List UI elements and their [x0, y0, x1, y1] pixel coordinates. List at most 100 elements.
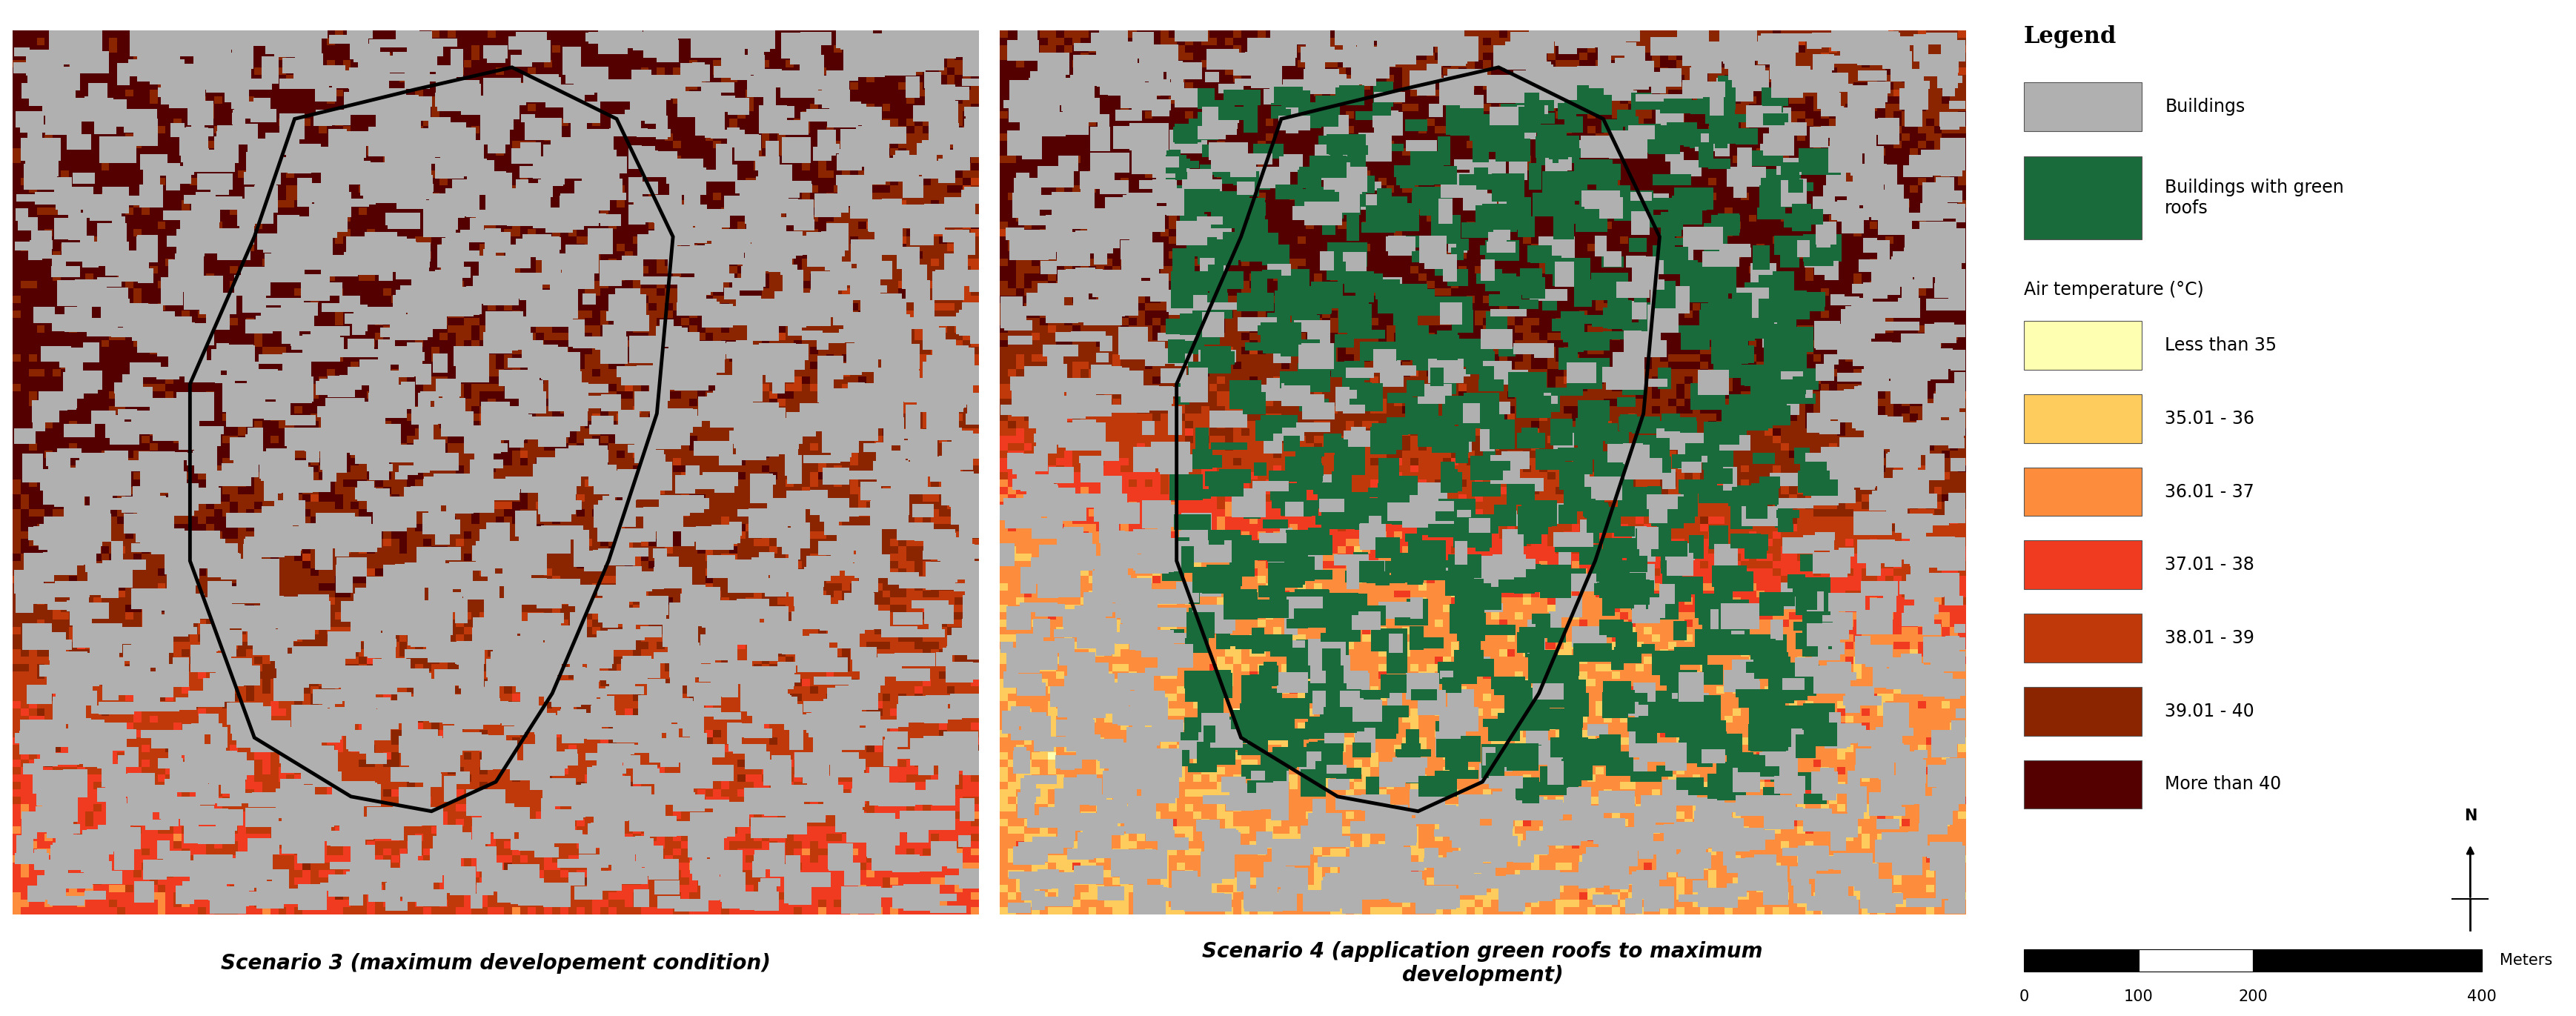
Bar	[1229, 783, 1260, 811]
Bar	[752, 244, 791, 271]
Bar	[1084, 59, 1118, 85]
Bar	[881, 299, 907, 315]
Bar	[657, 896, 680, 908]
Bar	[227, 362, 258, 381]
Bar	[335, 565, 353, 592]
Bar	[925, 779, 945, 803]
Bar	[1262, 244, 1291, 265]
Bar	[1862, 282, 1888, 299]
Bar	[1141, 206, 1175, 215]
Bar	[1038, 283, 1064, 305]
Bar	[726, 341, 739, 359]
Bar	[848, 507, 873, 515]
Bar	[827, 113, 858, 128]
Bar	[1502, 451, 1530, 469]
Bar	[822, 429, 845, 442]
Bar	[760, 878, 781, 886]
Bar	[80, 837, 95, 855]
Bar	[1275, 15, 1296, 45]
Bar	[902, 261, 920, 289]
Bar	[1043, 581, 1056, 592]
Bar	[1048, 467, 1074, 483]
Bar	[152, 731, 188, 749]
Bar	[590, 777, 623, 806]
Bar	[832, 317, 853, 325]
Bar	[662, 408, 693, 433]
Bar	[291, 753, 330, 766]
Bar	[724, 377, 760, 391]
Bar	[407, 128, 430, 136]
Bar	[1530, 565, 1571, 585]
Bar	[492, 611, 505, 632]
Bar	[1043, 112, 1077, 120]
Bar	[1886, 548, 1901, 567]
Bar	[412, 272, 433, 290]
Bar	[1540, 574, 1571, 598]
Bar	[33, 526, 67, 546]
Bar	[878, 653, 894, 669]
Bar	[672, 738, 696, 755]
Bar	[1443, 402, 1471, 418]
Bar	[1777, 371, 1793, 387]
Bar	[819, 388, 850, 402]
Bar	[951, 662, 974, 679]
Bar	[443, 390, 459, 398]
Bar	[1628, 125, 1656, 139]
Bar	[111, 216, 124, 244]
Bar	[649, 687, 670, 696]
Bar	[129, 27, 155, 56]
Bar	[1139, 180, 1177, 189]
Bar	[1767, 324, 1788, 345]
Bar	[198, 293, 237, 314]
Bar	[1172, 871, 1198, 899]
Bar	[680, 204, 706, 226]
Bar	[1417, 526, 1458, 535]
Bar	[270, 596, 309, 622]
Bar	[1265, 664, 1278, 684]
Bar	[518, 420, 546, 440]
Bar	[644, 773, 680, 782]
Bar	[600, 797, 629, 821]
Bar	[860, 657, 899, 672]
Bar	[26, 685, 52, 704]
Bar	[1342, 376, 1363, 394]
Bar	[1844, 692, 1860, 712]
Bar	[1077, 735, 1100, 759]
Bar	[1270, 867, 1296, 887]
Bar	[873, 400, 894, 421]
Bar	[1203, 312, 1224, 337]
Bar	[167, 97, 188, 108]
Bar	[62, 795, 77, 822]
Bar	[817, 143, 840, 153]
Bar	[1950, 101, 1965, 109]
Bar	[925, 203, 943, 219]
Bar	[1741, 319, 1754, 336]
Bar	[106, 786, 142, 797]
Bar	[1450, 517, 1466, 533]
Bar	[1558, 347, 1579, 370]
Bar	[368, 127, 402, 146]
Bar	[1144, 668, 1177, 676]
Bar	[600, 260, 621, 287]
Bar	[175, 731, 196, 742]
Bar	[1528, 654, 1543, 681]
Bar	[1945, 688, 1960, 699]
Bar	[786, 411, 817, 436]
Bar	[667, 246, 706, 273]
Bar	[546, 89, 585, 108]
Bar	[891, 474, 925, 494]
Bar	[878, 325, 912, 348]
Bar	[404, 135, 428, 146]
Bar	[1309, 394, 1324, 414]
Bar	[654, 773, 693, 803]
Bar	[1113, 549, 1128, 561]
Bar	[1793, 709, 1829, 735]
Bar	[412, 439, 446, 466]
Bar	[896, 749, 917, 759]
Bar	[502, 660, 536, 678]
Bar	[1319, 499, 1345, 512]
Bar	[410, 765, 440, 782]
Bar	[1167, 149, 1180, 167]
Bar	[224, 763, 242, 784]
Bar	[688, 475, 724, 489]
